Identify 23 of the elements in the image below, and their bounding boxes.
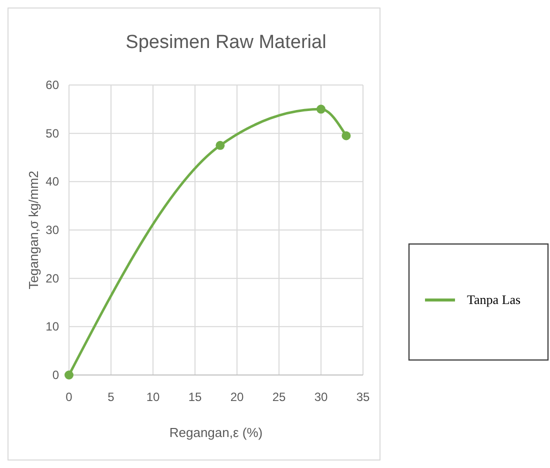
- y-tick-label: 0: [52, 368, 60, 382]
- y-tick-label: 40: [46, 174, 60, 189]
- x-tick-label: 5: [108, 390, 115, 404]
- x-tick-label: 35: [356, 390, 370, 404]
- x-tick-label: 15: [188, 390, 202, 404]
- y-tick-label: 60: [46, 78, 60, 92]
- x-tick-label: 30: [314, 390, 328, 404]
- x-tick-label: 25: [272, 390, 286, 404]
- legend-label: Tanpa Las: [467, 292, 521, 307]
- point: [316, 104, 326, 114]
- x-axis-title: Regangan,ε (%): [169, 425, 263, 440]
- point: [216, 140, 225, 150]
- x-tick-label: 0: [66, 390, 73, 404]
- y-tick-label: 50: [46, 126, 60, 140]
- y-tick-label: 20: [46, 271, 60, 286]
- chart-title: Spesimen Raw Material: [126, 32, 326, 53]
- point: [64, 370, 74, 380]
- y-axis-title: Tegangan,σ kg/mm2: [26, 170, 41, 290]
- point: [342, 131, 351, 140]
- y-tick-label: 10: [46, 320, 60, 334]
- y-tick-label: 30: [46, 223, 60, 237]
- x-tick-label: 20: [230, 390, 244, 404]
- x-tick-label: 10: [146, 390, 160, 404]
